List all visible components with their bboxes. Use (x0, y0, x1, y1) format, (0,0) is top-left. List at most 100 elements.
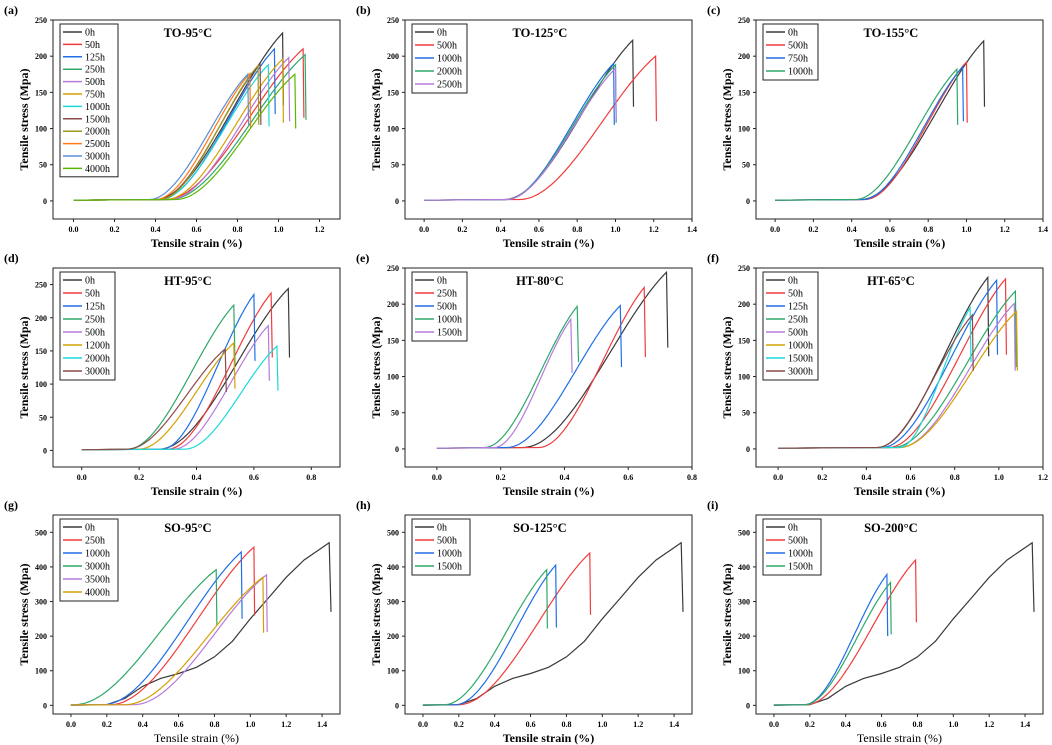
chart-title: HT-95°C (164, 274, 212, 288)
x-tick-label: 1.2 (649, 225, 659, 234)
chart-title: HT-65°C (867, 274, 915, 288)
x-tick-label: 0.6 (174, 720, 184, 729)
legend-box (59, 23, 119, 178)
legend-entry: 0h (85, 28, 95, 39)
series-line-3000h (778, 313, 974, 449)
legend-entry: 1500h (437, 328, 462, 339)
chart-title: TO-155°C (863, 26, 918, 40)
legend-entry: 500h (437, 536, 457, 547)
y-tick-label: 400 (387, 563, 399, 572)
x-tick-label: 0.8 (923, 225, 933, 234)
series-line-1000h (773, 572, 889, 706)
plot-frame (404, 267, 693, 468)
y-tick-label: 400 (35, 563, 47, 572)
y-tick-label: 250 (35, 281, 47, 290)
x-tick-label: 0.4 (490, 720, 500, 729)
y-tick-label: 100 (738, 373, 750, 382)
x-tick-label: 0.0 (769, 720, 779, 729)
x-tick-label: 1.2 (984, 720, 994, 729)
x-axis-label: Tensile strain (%) (854, 236, 946, 250)
legend-entry: 3000h (85, 562, 110, 573)
series-line-250h (436, 285, 646, 449)
y-tick-label: 100 (35, 380, 47, 389)
legend-entry: 500h (437, 302, 457, 313)
series-line-250h (81, 303, 236, 451)
series-line-50h (73, 47, 305, 201)
y-tick-label: 300 (738, 598, 750, 607)
legend-entry: 0h (85, 276, 95, 287)
x-tick-label: 0.4 (151, 225, 161, 234)
x-tick-label: 0.2 (134, 473, 144, 482)
x-tick-label: 0.0 (419, 225, 429, 234)
legend-entry: 1500h (85, 114, 110, 125)
x-tick-label: 1.4 (1020, 720, 1030, 729)
panel-label: (f) (707, 251, 719, 265)
series-line-1200h (81, 341, 236, 451)
legend-entry: 1000h (788, 341, 813, 352)
series-line-500h (424, 54, 657, 201)
x-tick-label: 0.4 (559, 473, 569, 482)
y-tick-label: 150 (738, 88, 750, 97)
chart-title: HT-80°C (516, 274, 564, 288)
legend-entry: 125h (85, 302, 105, 313)
series-line-250h (70, 545, 256, 706)
y-tick-label: 500 (387, 528, 399, 537)
series-line-2500h (424, 67, 617, 201)
subplot-c: (c) 0.0 0.2 0.4 0.6 0.8 1.0 1.2 1.4 0 50 100 150 200 2… (707, 3, 1048, 250)
x-tick-label: 1.4 (687, 225, 697, 234)
panel-label: (h) (356, 498, 371, 512)
legend-entry: 500h (788, 41, 808, 52)
y-tick-label: 500 (35, 528, 47, 537)
series-line-1500h (773, 580, 892, 706)
series-line-500h (81, 324, 270, 451)
y-axis-label: Tensile stress (Mpa) (720, 563, 734, 665)
series-line-50h (81, 291, 273, 451)
x-tick-label: 0.6 (906, 473, 916, 482)
legend-entry: 750h (85, 90, 105, 101)
x-tick-label: 1.2 (1038, 473, 1048, 482)
y-tick-label: 250 (35, 16, 47, 25)
y-tick-label: 50 (39, 161, 47, 170)
y-axis-label: Tensile stress (Mpa) (369, 68, 383, 170)
series-line-500h (773, 558, 917, 706)
y-tick-label: 300 (35, 598, 47, 607)
panel-label: (d) (4, 251, 19, 265)
legend-entry: 0h (788, 28, 798, 39)
y-axis-label: Tensile stress (Mpa) (720, 316, 734, 418)
legend-entry: 4000h (85, 588, 110, 599)
legend-entry: 4000h (85, 164, 110, 175)
series-line-3000h (81, 347, 227, 451)
x-tick-label: 1.0 (610, 225, 620, 234)
legend-entry: 0h (788, 276, 798, 287)
y-tick-label: 250 (387, 264, 399, 273)
subplot-h: (h) 0.0 0.2 0.4 0.6 0.8 1.0 1.2 1.4 0 100 200 300 400… (356, 498, 693, 745)
x-tick-label: 0.8 (306, 473, 316, 482)
legend-entry: 1000h (437, 549, 462, 560)
x-tick-label: 1.4 (317, 720, 327, 729)
x-tick-label: 0.8 (209, 720, 219, 729)
legend-entry: 1500h (788, 354, 813, 365)
series-line-1000h (422, 563, 557, 706)
y-tick-label: 100 (738, 125, 750, 134)
x-tick-label: 0.6 (249, 473, 259, 482)
legend-entry: 1000h (437, 315, 462, 326)
y-tick-label: 100 (387, 125, 399, 134)
series-line-4000h (70, 576, 265, 706)
legend-box (59, 518, 119, 602)
legend-entry: 2000h (85, 127, 110, 138)
x-tick-label: 1.0 (597, 720, 607, 729)
legend-entry: 500h (85, 77, 105, 88)
y-tick-label: 200 (387, 52, 399, 61)
y-tick-label: 200 (387, 632, 399, 641)
x-tick-label: 0.4 (496, 225, 506, 234)
y-tick-label: 400 (738, 563, 750, 572)
x-tick-label: 0.4 (192, 473, 202, 482)
y-tick-label: 100 (35, 125, 47, 134)
x-tick-label: 0.8 (561, 720, 571, 729)
series-line-1000h (70, 550, 243, 706)
legend-entry: 500h (437, 41, 457, 52)
x-axis-label: Tensile strain (%) (503, 731, 595, 745)
legend-entry: 250h (788, 315, 808, 326)
x-tick-label: 0.2 (102, 720, 112, 729)
legend-entry: 3000h (85, 152, 110, 163)
